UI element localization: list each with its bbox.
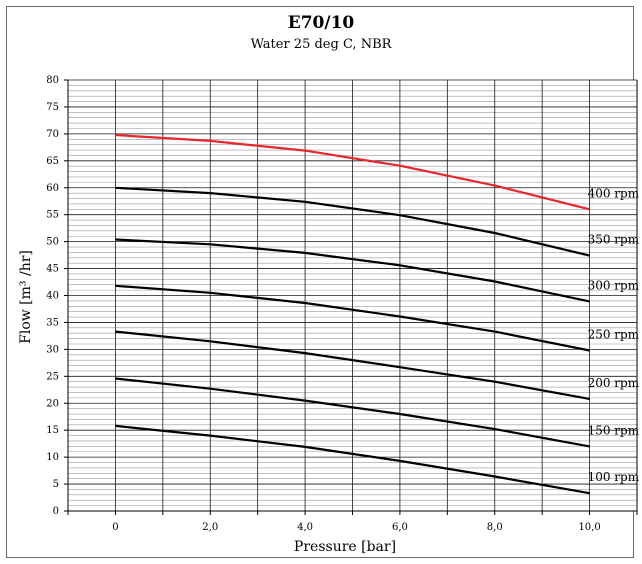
- x-tick-label: 2,0: [202, 522, 218, 533]
- y-tick-label: 55: [46, 210, 59, 221]
- y-tick-label: 45: [46, 264, 59, 275]
- series-line-400-rpm: [115, 133, 590, 211]
- chart-title: E70/10: [287, 13, 355, 33]
- y-tick-label: 10: [46, 452, 59, 463]
- y-tick-label: 40: [46, 291, 59, 302]
- y-tick-label: 5: [53, 479, 59, 490]
- series-label-150-rpm: 150 rpm: [588, 423, 640, 437]
- y-tick-label: 30: [46, 344, 59, 355]
- series-line-150-rpm: [115, 377, 590, 448]
- y-tick-label: 50: [46, 237, 59, 248]
- y-tick-label: 20: [46, 398, 59, 409]
- series-label-100-rpm: 100 rpm: [588, 470, 640, 484]
- series-line-300-rpm: [115, 238, 590, 303]
- x-tick-label: 10,0: [578, 522, 600, 533]
- series-group: [115, 133, 590, 495]
- y-tick-label: 60: [46, 183, 59, 194]
- series-line-250-rpm: [115, 284, 590, 352]
- y-tick-label: 80: [46, 75, 59, 86]
- series-label-250-rpm: 250 rpm: [588, 327, 640, 341]
- series-labels: 400 rpm 350 rpm 300 rpm 250 rpm 200 rpm 150 r…: [588, 186, 640, 484]
- series-label-300-rpm: 300 rpm: [588, 278, 640, 292]
- series-line-350-rpm: [115, 186, 590, 257]
- series-line-200-rpm: [115, 330, 590, 400]
- series-label-400-rpm: 400 rpm: [588, 186, 640, 200]
- x-tick-label: 4,0: [297, 522, 313, 533]
- y-tick-label: 25: [46, 371, 59, 382]
- grid: [68, 79, 638, 511]
- y-tick-label: 35: [46, 317, 59, 328]
- y-tick-label: 70: [46, 129, 59, 140]
- series-label-350-rpm: 350 rpm: [588, 233, 640, 247]
- y-axis-label: Flow [m³ /hr]: [18, 250, 34, 344]
- y-tick-label: 65: [46, 156, 59, 167]
- x-axis-label: Pressure [bar]: [294, 539, 396, 555]
- x-tick-label: 8,0: [487, 522, 503, 533]
- series-label-200-rpm: 200 rpm: [588, 376, 640, 390]
- y-tick-label: 75: [46, 102, 59, 113]
- series-line-100-rpm: [115, 424, 590, 495]
- x-tick-label: 6,0: [392, 522, 408, 533]
- x-tick-label: 0: [112, 522, 118, 533]
- y-tick-label: 15: [46, 425, 59, 436]
- axes: 0 5 10 15 20 25 30 35 40 45 50 55 60 65 70 75 80 0 2,0 4,0 6…: [46, 75, 638, 533]
- chart-subtitle: Water 25 deg C, NBR: [250, 37, 392, 52]
- y-tick-label: 0: [53, 506, 59, 517]
